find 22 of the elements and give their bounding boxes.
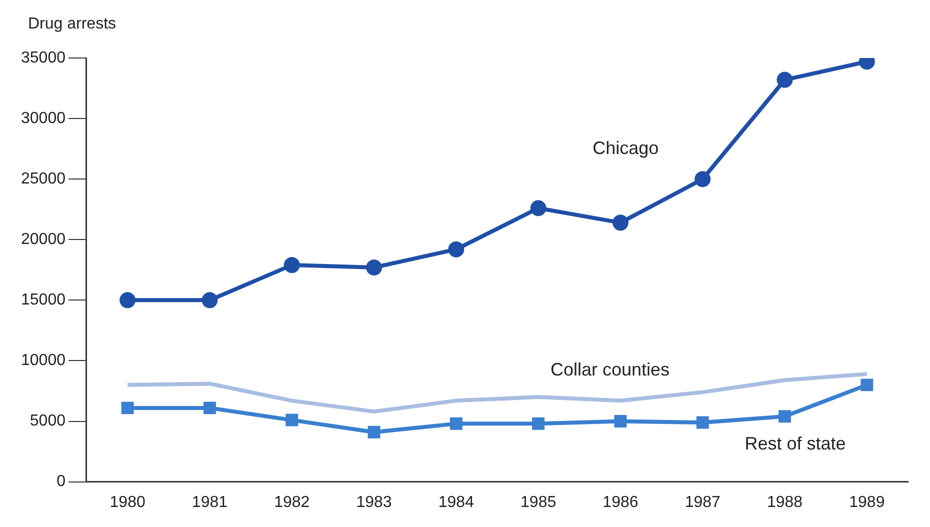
y-tick-label: 20000	[20, 231, 66, 248]
y-tick-label: 0	[56, 473, 66, 490]
x-tick-label: 1982	[274, 494, 310, 511]
y-axis-title: Drug arrests	[28, 15, 116, 32]
series-label: Rest of state	[744, 433, 846, 454]
x-tick-label: 1985	[520, 494, 556, 511]
y-tick-label: 15000	[20, 292, 66, 309]
series-label: Collar counties	[550, 360, 670, 380]
x-tick-label: 1981	[192, 494, 228, 511]
x-tick-label: 1989	[849, 494, 885, 511]
y-tick-label: 10000	[20, 352, 66, 370]
y-tick-label: 25000	[20, 170, 66, 188]
x-tick-label: 1986	[602, 494, 638, 511]
text: Chicago	[592, 138, 659, 158]
x-tick-label: 1984	[438, 494, 474, 511]
y-tick-label: 30000	[20, 110, 66, 127]
x-tick-label: 1987	[684, 494, 721, 511]
y-tick-label: 5000	[30, 412, 66, 430]
x-tick-label: 1983	[356, 494, 392, 511]
x-tick-label: 1988	[766, 494, 803, 511]
y-tick-label: 35000	[20, 49, 66, 66]
x-tick-label: 1980	[110, 494, 146, 511]
